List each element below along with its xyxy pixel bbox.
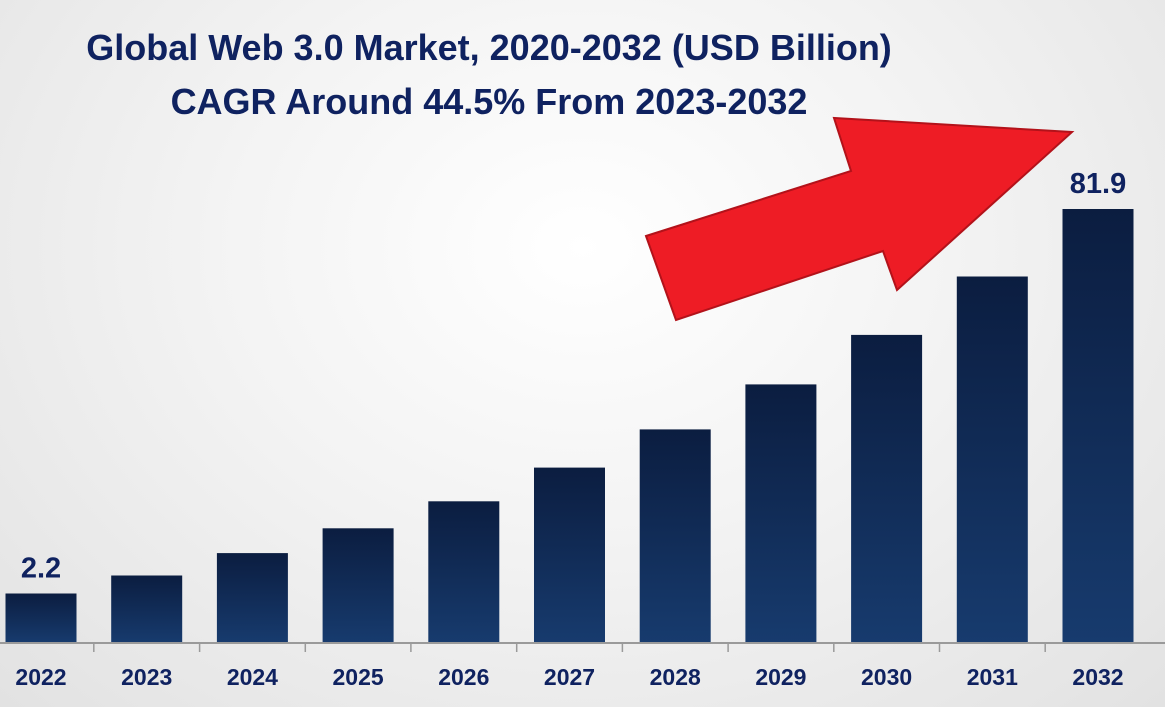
bar-2030 bbox=[851, 334, 923, 643]
x-tick-label-2030: 2030 bbox=[861, 664, 912, 690]
bar-series bbox=[5, 209, 1134, 643]
x-tick-label-2023: 2023 bbox=[121, 664, 172, 690]
x-tick-label-2024: 2024 bbox=[227, 664, 278, 690]
bar-2028 bbox=[639, 429, 711, 643]
chart-title: Global Web 3.0 Market, 2020-2032 (USD Bi… bbox=[86, 27, 892, 68]
x-tick-label-2028: 2028 bbox=[650, 664, 701, 690]
x-tick-label-2029: 2029 bbox=[755, 664, 806, 690]
growth-arrow bbox=[644, 116, 1075, 322]
x-tick-label-2032: 2032 bbox=[1072, 664, 1123, 690]
x-tick-label-2026: 2026 bbox=[438, 664, 489, 690]
data-label-2022: 2.2 bbox=[21, 553, 61, 585]
x-tick-label-2022: 2022 bbox=[15, 664, 66, 690]
bar-2031 bbox=[956, 276, 1028, 643]
bar-2025 bbox=[322, 528, 394, 643]
data-label-2032: 81.9 bbox=[1070, 168, 1126, 200]
bar-2026 bbox=[428, 501, 500, 643]
chart-subtitle: CAGR Around 44.5% From 2023-2032 bbox=[171, 81, 808, 122]
x-tick-label-2025: 2025 bbox=[333, 664, 384, 690]
bar-2024 bbox=[216, 553, 288, 643]
x-tick-label-2027: 2027 bbox=[544, 664, 595, 690]
bar-2029 bbox=[745, 384, 817, 643]
bar-2023 bbox=[111, 575, 183, 643]
bar-2027 bbox=[534, 467, 605, 643]
x-tick-label-2031: 2031 bbox=[967, 664, 1018, 690]
data-labels: 2.2 81.9 bbox=[21, 168, 1126, 585]
bar-2022 bbox=[5, 593, 77, 643]
bar-2032 bbox=[1062, 209, 1134, 643]
x-axis-tick-labels: 2022 2023 2024 2025 2026 2027 2028 2029 2030 2031… bbox=[15, 664, 1123, 690]
x-axis-ticks bbox=[93, 643, 1046, 652]
